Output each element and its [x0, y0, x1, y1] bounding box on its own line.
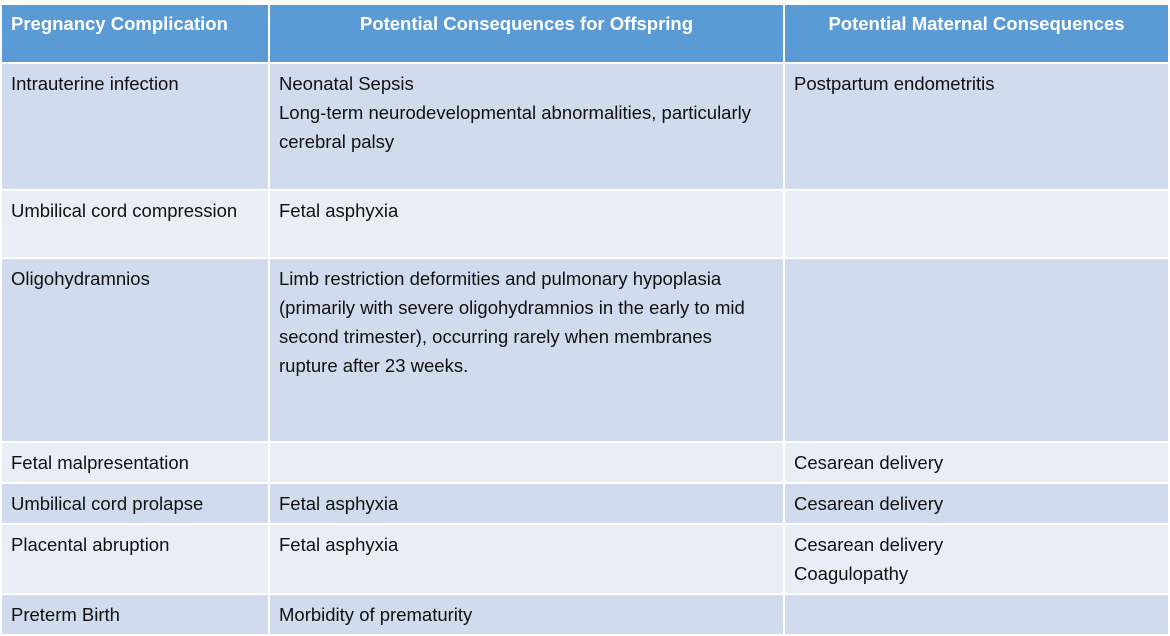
cell-complication: Placental abruption [0, 523, 270, 595]
cell-maternal: Cesarean delivery [783, 482, 1170, 525]
table-row: Oligohydramnios Limb restriction deformit… [0, 257, 1170, 443]
header-row: Pregnancy Complication Potential Consequ… [0, 3, 1170, 64]
cell-complication: Umbilical cord prolapse [0, 482, 270, 525]
cell-offspring: Fetal asphyxia [268, 523, 785, 595]
cell-maternal: Cesarean delivery Coagulopathy [783, 523, 1170, 595]
cell-maternal: Cesarean delivery [783, 441, 1170, 484]
offspring-item: Fetal asphyxia [279, 200, 399, 221]
complications-table: Pregnancy Complication Potential Consequ… [0, 3, 1170, 636]
maternal-item: Coagulopathy [794, 563, 909, 584]
cell-maternal [783, 257, 1170, 443]
cell-offspring: Fetal asphyxia [268, 482, 785, 525]
table-row: Umbilical cord compression Fetal asphyxia [0, 189, 1170, 259]
header-complication: Pregnancy Complication [0, 3, 270, 64]
cell-maternal [783, 189, 1170, 259]
offspring-item: Fetal asphyxia [279, 493, 399, 514]
cell-complication: Intrauterine infection [0, 62, 270, 191]
table-row: Fetal malpresentation Cesarean delivery [0, 441, 1170, 484]
cell-offspring: Morbidity of prematurity [268, 593, 785, 636]
cell-complication: Preterm Birth [0, 593, 270, 636]
offspring-item: Limb restriction deformities and pulmona… [279, 268, 745, 376]
cell-offspring: Neonatal Sepsis Long-term neurodevelopmen… [268, 62, 785, 191]
cell-maternal [783, 593, 1170, 636]
header-offspring: Potential Consequences for Offspring [268, 3, 785, 64]
table-row: Placental abruption Fetal asphyxia Cesarea… [0, 523, 1170, 595]
cell-maternal: Postpartum endometritis [783, 62, 1170, 191]
offspring-item: Fetal asphyxia [279, 534, 399, 555]
offspring-item: Long-term neurodevelopmental abnormaliti… [279, 102, 751, 152]
maternal-item: Postpartum endometritis [794, 73, 995, 94]
table-row: Intrauterine infection Neonatal Sepsis Lon… [0, 62, 1170, 191]
maternal-item: Cesarean delivery [794, 534, 944, 555]
maternal-item: Cesarean delivery [794, 493, 944, 514]
offspring-item: Morbidity of prematurity [279, 604, 473, 625]
offspring-item: Neonatal Sepsis [279, 73, 414, 94]
cell-offspring: Fetal asphyxia [268, 189, 785, 259]
maternal-item: Cesarean delivery [794, 452, 944, 473]
table-row: Umbilical cord prolapse Fetal asphyxia Ces… [0, 482, 1170, 525]
cell-complication: Umbilical cord compression [0, 189, 270, 259]
cell-complication: Oligohydramnios [0, 257, 270, 443]
cell-offspring [268, 441, 785, 484]
table-row: Preterm Birth Morbidity of prematurity [0, 593, 1170, 636]
cell-complication: Fetal malpresentation [0, 441, 270, 484]
cell-offspring: Limb restriction deformities and pulmona… [268, 257, 785, 443]
header-maternal: Potential Maternal Consequences [783, 3, 1170, 64]
